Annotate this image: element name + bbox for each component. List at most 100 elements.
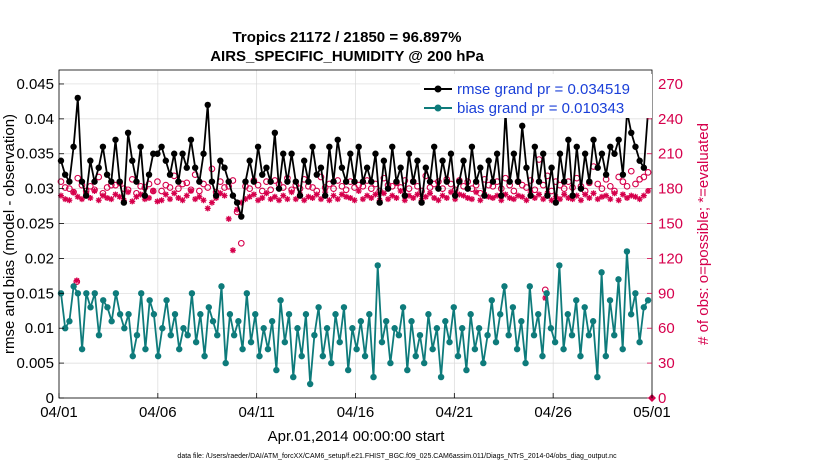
- legend-background: [420, 74, 652, 118]
- rmse-series-point: [292, 178, 300, 185]
- right-tick-label: 120: [658, 250, 683, 267]
- rmse-series-point: [338, 164, 346, 171]
- obs-possible-point: [598, 185, 606, 192]
- rmse-series-point: [309, 143, 316, 150]
- bias-series-point: [121, 325, 128, 332]
- obs-evaluated-point: [225, 215, 232, 222]
- bias-series-point: [585, 331, 593, 339]
- rmse-series-point: [300, 157, 308, 164]
- right-tick-label: 270: [658, 76, 683, 93]
- rmse-series-point: [154, 150, 161, 157]
- rmse-series-point: [460, 157, 467, 164]
- left-tick-label: 0.02: [25, 250, 54, 267]
- bias-series-point: [408, 318, 415, 325]
- obs-evaluated-point: [74, 193, 81, 200]
- bias-series-point: [370, 373, 377, 381]
- series-layer: [57, 94, 656, 402]
- bias-series-point: [108, 318, 115, 325]
- bias-series-point: [606, 297, 614, 304]
- obs-evaluated-point: [519, 193, 526, 200]
- rmse-series-point: [489, 178, 497, 185]
- x-tick-label: 04/26: [534, 404, 572, 421]
- obs-evaluated-point: [401, 197, 408, 204]
- right-tick-label: 180: [658, 181, 683, 198]
- bias-series-point: [192, 338, 200, 346]
- obs-evaluated-point: [473, 189, 480, 196]
- obs-evaluated-point: [443, 194, 450, 201]
- bias-series-point: [425, 311, 432, 318]
- bias-series-point: [298, 352, 305, 360]
- rmse-series-point: [439, 157, 446, 164]
- rmse-series-point: [389, 143, 396, 150]
- bias-series-point: [336, 338, 343, 346]
- obs-evaluated-point: [628, 192, 635, 199]
- rmse-series-point: [422, 164, 429, 171]
- rmse-series-point: [238, 213, 245, 220]
- bias-series-point: [74, 290, 82, 297]
- obs-evaluated-point: [456, 191, 463, 198]
- bias-series-point: [395, 331, 403, 339]
- rmse-series-point: [393, 178, 400, 185]
- y-axis-label-left: rmse and bias (model - observation): [1, 114, 18, 354]
- obs-evaluated-point: [330, 192, 337, 199]
- rmse-series-point: [74, 94, 81, 102]
- obs-evaluated-point: [542, 294, 549, 301]
- obs-possible-point: [594, 180, 602, 188]
- bias-series-point: [133, 331, 141, 339]
- bias-series-point: [640, 304, 648, 311]
- left-tick-label: 0.045: [16, 76, 54, 93]
- bias-series-point: [623, 248, 631, 255]
- rmse-series-point: [330, 178, 337, 185]
- obs-possible-point: [338, 182, 346, 190]
- left-tick-label: 0: [46, 390, 54, 407]
- obs-possible-point: [267, 186, 274, 194]
- rmse-series-point: [208, 178, 216, 185]
- obs-evaluated-point: [78, 196, 85, 203]
- rmse-series-point: [485, 157, 492, 164]
- bias-series-point: [146, 297, 153, 304]
- rmse-series-point: [510, 150, 518, 157]
- bias-series-point: [163, 297, 170, 304]
- bias-series-point: [273, 366, 280, 374]
- bias-series-point: [260, 325, 267, 332]
- rmse-series-point: [191, 164, 199, 171]
- obs-evaluated-point: [368, 194, 375, 201]
- rmse-series-point: [112, 136, 119, 143]
- rmse-series-point: [187, 136, 195, 143]
- rmse-series-point: [565, 136, 572, 143]
- bias-series-point: [551, 338, 559, 346]
- bias-series-point: [581, 304, 588, 311]
- rmse-series-point: [221, 164, 228, 171]
- rmse-series-point: [376, 199, 383, 206]
- obs-evaluated-point: [95, 197, 102, 204]
- obs-evaluated-point: [385, 196, 392, 203]
- rmse-series-point: [628, 129, 635, 137]
- obs-evaluated-point: [196, 193, 203, 200]
- left-tick-label: 0.035: [16, 146, 54, 163]
- rmse-series-point: [200, 150, 207, 157]
- rmse-series-point: [426, 178, 434, 185]
- bias-series-point: [294, 325, 301, 332]
- obs-evaluated-point: [502, 191, 509, 198]
- bias-series-point: [243, 290, 251, 297]
- bias-series-point: [100, 297, 107, 304]
- rmse-series-point: [573, 143, 580, 150]
- bias-series-point: [138, 290, 145, 297]
- obs-possible-point: [531, 186, 539, 194]
- bias-series-point: [518, 318, 525, 325]
- rmse-series-point: [141, 192, 149, 199]
- bias-series-point: [247, 338, 255, 346]
- rmse-series-point: [498, 192, 505, 199]
- obs-possible-point: [66, 185, 73, 192]
- rmse-series-point: [166, 171, 174, 178]
- rmse-series-point: [447, 150, 455, 157]
- obs-evaluated-point: [129, 198, 136, 205]
- rmse-series-point: [586, 178, 593, 185]
- rmse-series-point: [246, 157, 253, 164]
- rmse-series-point: [212, 192, 220, 199]
- obs-possible-point: [74, 174, 82, 182]
- rmse-series-point: [527, 192, 534, 199]
- rmse-series-point: [242, 178, 249, 185]
- obs-evaluated-point: [561, 191, 568, 198]
- obs-possible-point: [246, 185, 254, 192]
